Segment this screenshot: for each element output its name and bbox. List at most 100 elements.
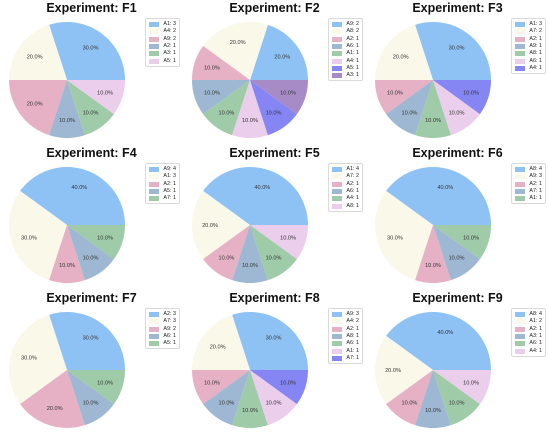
legend-entry: A6: 1 <box>332 188 359 195</box>
pie-chart: 40.0% 20.0% 10.0% 10.0% 10.0% 10.0% <box>192 167 308 283</box>
legend-swatch <box>515 22 526 28</box>
pie-slice <box>192 314 250 370</box>
legend-swatch <box>149 341 160 347</box>
pie-chart: 40.0% 20.0% 10.0% 10.0% 10.0% 10.0% <box>375 312 491 428</box>
pie-slice <box>415 225 451 283</box>
legend-swatch <box>332 319 343 325</box>
pie-slice <box>433 80 491 115</box>
legend-swatch <box>515 174 526 180</box>
legend-entry: A5: 1 <box>149 57 176 64</box>
legend-label: A2: 1 <box>346 35 359 42</box>
legend-entry: A9: 4 <box>149 166 176 173</box>
legend-label: A4: 2 <box>163 28 176 35</box>
legend-swatch <box>149 29 160 35</box>
legend-entry: A8: 1 <box>332 333 359 340</box>
legend-entry: A9: 3 <box>332 311 359 318</box>
slice-percent-label: 20.0% <box>385 368 401 374</box>
legend-swatch <box>332 44 343 50</box>
chart-title: Experiment: F9 <box>412 291 503 305</box>
legend-swatch <box>515 334 526 340</box>
pie-slice <box>67 225 114 281</box>
chart-title: Experiment: F1 <box>46 1 137 15</box>
pie-slice <box>250 225 297 281</box>
legend-label: A7: 1 <box>163 195 176 202</box>
slice-percent-label: 10.0% <box>402 110 418 116</box>
slice-percent-label: 10.0% <box>97 90 113 96</box>
slice-percent-label: 20.0% <box>274 54 290 60</box>
legend-entry: A2: 1 <box>149 181 176 188</box>
chart-legend: A9: 3 A4: 2 A2: 1 A8: 1 A6: 1 A1: 1 A7: 1 <box>328 308 363 365</box>
slice-percent-label: 10.0% <box>463 380 479 386</box>
pie-slice <box>375 190 433 281</box>
pie-chart-panel: Experiment: F9 40.0% 20.0% 10.0% 10.0% 10.0% 1… <box>366 290 549 435</box>
pie-slice <box>232 80 268 138</box>
legend-entry: A4: 1 <box>515 347 542 354</box>
pie-slice <box>192 370 250 405</box>
legend-label: A6: 1 <box>529 57 542 64</box>
pie-slice <box>415 80 451 138</box>
pie-chart-panel: Experiment: F6 40.0% 30.0% 10.0% 10.0% 10.0% A… <box>366 145 549 290</box>
legend-swatch <box>332 29 343 35</box>
legend-label: A7: 1 <box>529 188 542 195</box>
slice-percent-label: 20.0% <box>47 406 63 412</box>
legend-swatch <box>149 167 160 173</box>
legend-label: A7: 1 <box>346 354 359 361</box>
legend-label: A2: 1 <box>163 180 176 187</box>
legend-swatch <box>149 312 160 318</box>
pie-slice <box>375 24 433 80</box>
pie-chart-panel: Experiment: F7 30.0% 30.0% 20.0% 10.0% 10.0% A… <box>0 290 183 435</box>
legend-entry: A6: 1 <box>332 43 359 50</box>
legend-swatch <box>515 312 526 318</box>
slice-percent-label: 10.0% <box>83 400 99 406</box>
legend-entry: A3: 1 <box>149 50 176 57</box>
pie-slice <box>250 225 308 260</box>
legend-entry: A8: 4 <box>515 166 542 173</box>
legend-entry: A8: 1 <box>332 202 359 209</box>
legend-entry: A7: 1 <box>332 355 359 362</box>
legend-swatch <box>515 44 526 50</box>
legend-swatch <box>515 341 526 347</box>
pie-slice <box>203 80 250 136</box>
legend-entry: A5: 1 <box>149 340 176 347</box>
slice-percent-label: 10.0% <box>219 110 235 116</box>
legend-swatch <box>149 189 160 195</box>
legend-label: A1: 4 <box>346 166 359 173</box>
legend-label: A9: 2 <box>163 325 176 332</box>
pie-slice <box>250 370 308 405</box>
legend-label: A8: 4 <box>529 166 542 173</box>
pie-slice <box>67 80 125 115</box>
legend-entry: A2: 1 <box>149 43 176 50</box>
pie-slice <box>250 80 297 136</box>
pie-chart-panel: Experiment: F2 20.0% 20.0% 10.0% 10.0% 10.0% 1… <box>183 0 366 145</box>
pie-slice <box>203 370 250 426</box>
legend-label: A4: 1 <box>346 57 359 64</box>
legend-entry: A7: 2 <box>332 173 359 180</box>
legend-swatch <box>332 326 343 332</box>
slice-percent-label: 10.0% <box>59 263 75 269</box>
slice-percent-label: 10.0% <box>242 263 258 269</box>
slice-percent-label: 10.0% <box>242 408 258 414</box>
pie-slice <box>433 80 480 136</box>
legend-label: A5: 1 <box>163 57 176 64</box>
legend-label: A1: 2 <box>529 318 542 325</box>
slice-percent-label: 10.0% <box>83 110 99 116</box>
legend-swatch <box>515 29 526 35</box>
legend-swatch <box>515 348 526 354</box>
slice-percent-label: 20.0% <box>210 344 226 350</box>
pie-slice <box>415 370 451 428</box>
pie-slice <box>433 225 480 281</box>
pie-slice <box>232 225 268 283</box>
legend-label: A8: 1 <box>529 50 542 57</box>
slice-percent-label: 10.0% <box>204 90 220 96</box>
legend-swatch <box>332 341 343 347</box>
pie-chart: 20.0% 20.0% 10.0% 10.0% 10.0% 10.0% 10.0% 10.0% <box>192 22 308 138</box>
pie-slice <box>386 167 491 225</box>
pie-slice <box>375 335 433 405</box>
legend-swatch <box>332 65 343 71</box>
legend-label: A4: 1 <box>529 64 542 71</box>
legend-swatch <box>332 58 343 64</box>
pie-slice <box>192 80 250 115</box>
pie-slice <box>49 225 85 283</box>
slice-percent-label: 40.0% <box>437 330 453 336</box>
